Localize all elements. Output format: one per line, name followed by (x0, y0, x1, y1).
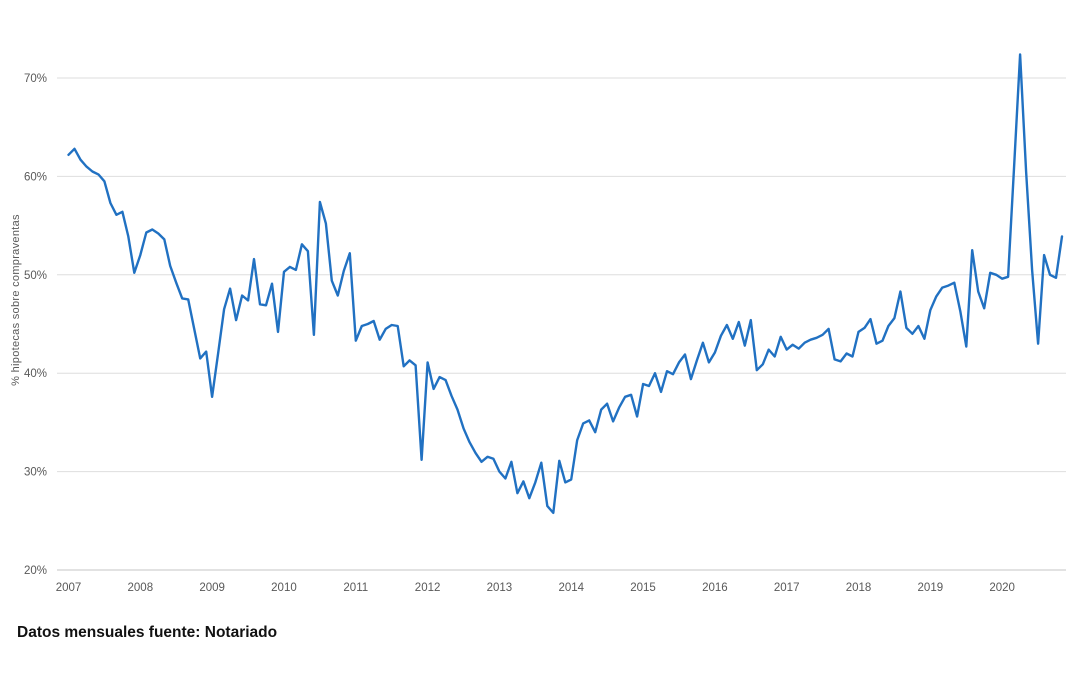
x-tick-label: 2011 (343, 582, 368, 594)
x-tick-label: 2016 (702, 582, 728, 594)
x-tick-label: 2007 (56, 582, 82, 594)
series-line (67, 53, 1064, 515)
x-tick-label: 2015 (630, 582, 656, 594)
x-tick-labels-group: 2007 2008 2009 2010 2011 2012 2013 2014 2015 2016… (56, 582, 1015, 594)
x-tick-label: 2018 (846, 582, 872, 594)
y-tick-label: 60% (24, 171, 47, 183)
x-tick-label: 2014 (558, 582, 584, 594)
y-tick-label: 30% (24, 467, 47, 479)
y-tick-label: 70% (24, 73, 47, 85)
x-tick-label: 2017 (774, 582, 800, 594)
x-tick-label: 2020 (989, 582, 1015, 594)
y-axis-title: % hipotecas sobre compraventas (10, 214, 22, 386)
y-tick-label: 50% (24, 270, 47, 282)
chart-caption: Datos mensuales fuente: Notariado (17, 624, 278, 641)
x-tick-label: 2009 (199, 582, 225, 594)
x-tick-label: 2008 (128, 582, 154, 594)
y-tick-label: 20% (24, 565, 47, 577)
mortgage-share-line-chart: 20%30%40%50%60%70% 2007 2008 2009 2010 2011 2… (10, 53, 1066, 594)
y-tick-label: 40% (24, 368, 47, 380)
x-tick-label: 2012 (415, 582, 441, 594)
x-tick-label: 2013 (487, 582, 513, 594)
x-tick-label: 2010 (271, 582, 297, 594)
x-tick-label: 2019 (918, 582, 944, 594)
y-tick-labels-group: 20% 30% 40% 50% 60% 70% (24, 73, 47, 577)
gridlines-group (57, 77, 1066, 571)
